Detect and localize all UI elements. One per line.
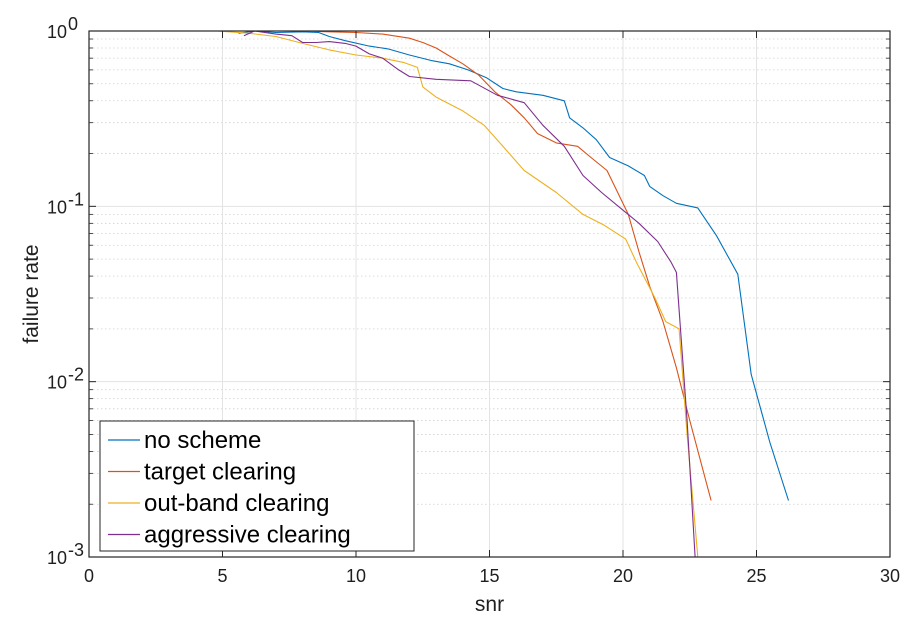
y-tick-label-exponent: -3	[68, 540, 84, 560]
x-tick-label: 5	[217, 566, 227, 586]
legend-label-2: out-band clearing	[144, 490, 329, 517]
x-tick-label: 15	[479, 566, 499, 586]
series-line-0	[238, 30, 790, 501]
series-line-3	[243, 30, 696, 558]
y-tick-label: 10	[47, 548, 67, 568]
x-axis-label: snr	[475, 593, 504, 616]
y-tick-label-exponent: 0	[68, 14, 78, 34]
legend-label-1: target clearing	[144, 459, 296, 486]
x-tick-label: 10	[346, 566, 366, 586]
y-tick-label: 10	[47, 373, 67, 393]
x-tick-label: 30	[880, 566, 900, 586]
legend-box	[99, 420, 415, 552]
y-tick-label: 10	[47, 197, 67, 217]
series-layer	[217, 30, 790, 558]
legend-label-0: no scheme	[144, 427, 261, 454]
x-tick-label: 20	[613, 566, 633, 586]
series-line-2	[217, 30, 699, 558]
x-tick-label: 25	[746, 566, 766, 586]
tick-marks	[88, 30, 891, 558]
series-line-1	[217, 30, 712, 501]
y-axis-label: failure rate	[20, 244, 43, 343]
y-tick-label-exponent: -2	[68, 365, 84, 385]
legend-label-3: aggressive clearing	[144, 522, 351, 549]
y-tick-label-exponent: -1	[68, 189, 84, 209]
y-tick-label: 10	[47, 22, 67, 42]
x-tick-label: 0	[84, 566, 94, 586]
x-tick-labels: 0 5 10 15 20 25 30	[84, 566, 900, 586]
legend: no scheme target clearing out-band clearin…	[99, 420, 415, 552]
